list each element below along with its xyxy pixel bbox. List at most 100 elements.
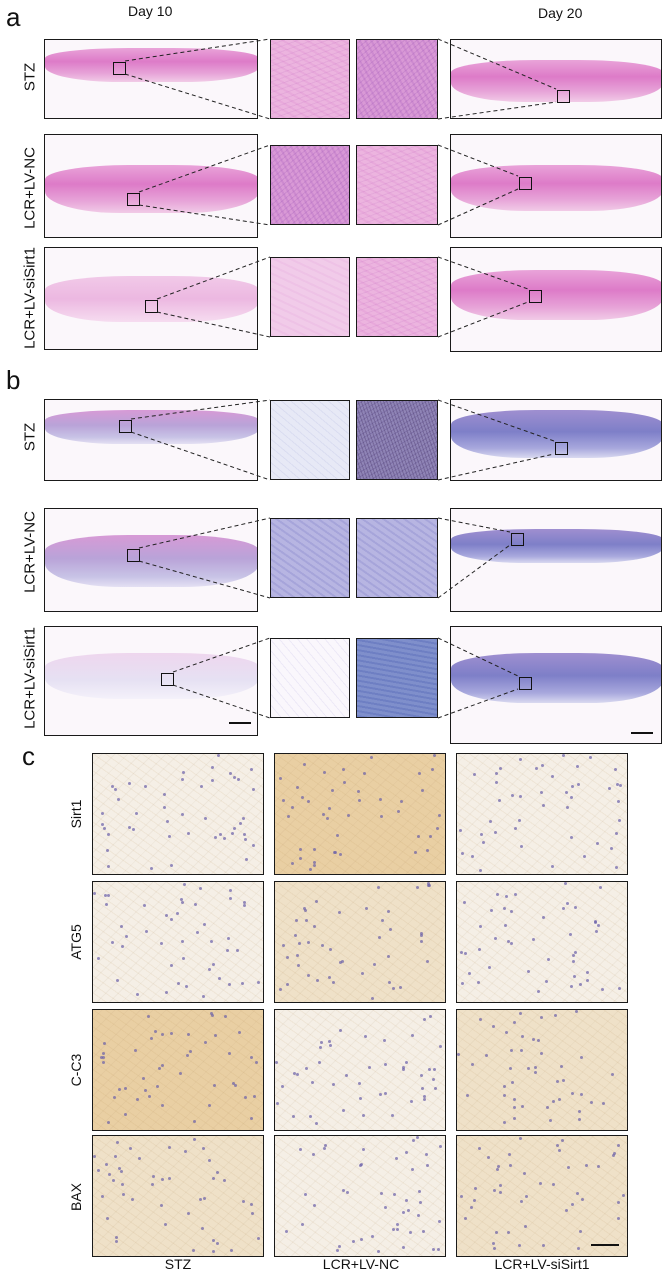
nucleus-dot	[192, 1120, 196, 1124]
nucleus-dot	[243, 833, 247, 837]
nucleus-dot	[180, 940, 184, 944]
nucleus-dot	[438, 813, 442, 817]
nucleus-dot	[492, 1247, 496, 1251]
nucleus-dot	[93, 1154, 97, 1158]
nucleus-dot	[187, 1212, 191, 1216]
nucleus-dot	[496, 1165, 500, 1169]
nucleus-dot	[596, 923, 600, 927]
nucleus-dot	[332, 1082, 336, 1086]
nucleus-dot	[217, 976, 221, 980]
nucleus-dot	[503, 907, 507, 911]
nucleus-dot	[332, 980, 336, 984]
nucleus-dot	[162, 805, 166, 809]
nucleus-dot	[621, 1193, 625, 1197]
nucleus-dot	[163, 1223, 167, 1227]
nucleus-dot	[418, 771, 422, 775]
nucleus-dot	[540, 1015, 544, 1019]
nucleus-dot	[244, 1096, 248, 1100]
nucleus-dot	[118, 1167, 122, 1171]
nucleus-dot	[478, 948, 482, 952]
nucleus-dot	[222, 836, 226, 840]
nucleus-dot	[213, 1083, 217, 1087]
nucleus-dot	[184, 1150, 188, 1154]
nucleus-dot	[236, 948, 240, 952]
nucleus-dot	[552, 1183, 556, 1187]
nucleus-dot	[462, 901, 466, 905]
nucleus-dot	[479, 924, 483, 928]
nucleus-dot	[382, 1039, 386, 1043]
nucleus-dot	[378, 797, 382, 801]
nucleus-dot	[578, 1109, 582, 1113]
nucleus-dot	[121, 944, 125, 948]
nucleus-dot	[93, 892, 97, 896]
nucleus-dot	[601, 987, 605, 991]
nucleus-dot	[579, 1092, 583, 1096]
nucleus-dot	[141, 1076, 145, 1080]
nucleus-dot	[303, 1193, 307, 1197]
nucleus-dot	[335, 1249, 339, 1253]
nucleus-dot	[238, 822, 242, 826]
nucleus-dot	[574, 1010, 578, 1014]
nucleus-dot	[514, 892, 518, 896]
nucleus-dot	[510, 1049, 514, 1053]
nucleus-dot	[332, 850, 336, 854]
nucleus-dot	[243, 837, 247, 841]
nucleus-dot	[572, 975, 576, 979]
nucleus-dot	[167, 1176, 171, 1180]
row-label-sirt1: Sirt1	[68, 799, 84, 829]
nucleus-dot	[412, 1138, 416, 1142]
nucleus-dot	[564, 1208, 568, 1212]
nucleus-dot	[427, 883, 431, 887]
nucleus-dot	[463, 1216, 467, 1220]
nucleus-dot	[182, 882, 186, 886]
nucleus-dot	[297, 942, 301, 946]
nucleus-dot	[180, 812, 184, 816]
nucleus-dot	[99, 1055, 103, 1059]
nucleus-dot	[312, 860, 316, 864]
ihc-atg5-lcr-sisirt1	[456, 881, 628, 1003]
nucleus-dot	[491, 1242, 495, 1246]
nucleus-dot	[477, 1146, 481, 1150]
nucleus-dot	[323, 770, 327, 774]
nucleus-dot	[477, 981, 481, 985]
nucleus-dot	[419, 1201, 423, 1205]
ihc-sirt1-lcr-nc	[274, 753, 446, 875]
nucleus-dot	[167, 1146, 171, 1150]
nucleus-dot	[228, 771, 232, 775]
nucleus-dot	[151, 1183, 155, 1187]
nucleus-dot	[520, 1048, 524, 1052]
nucleus-dot	[115, 1239, 119, 1243]
nucleus-dot	[422, 1098, 426, 1102]
roi-box	[113, 62, 126, 75]
nucleus-dot	[138, 1157, 142, 1161]
panel-label-c: c	[22, 741, 35, 771]
nucleus-dot	[128, 825, 132, 829]
mt-lcr-nc-zoom-day20	[356, 518, 438, 598]
nucleus-dot	[198, 887, 202, 891]
nucleus-dot	[614, 831, 618, 835]
nucleus-dot	[519, 757, 523, 761]
nucleus-dot	[420, 1074, 424, 1078]
nucleus-dot	[122, 1193, 126, 1197]
ihc-sirt1-stz	[92, 753, 264, 875]
nucleus-dot	[180, 901, 184, 905]
nucleus-dot	[512, 1106, 516, 1110]
nucleus-dot	[216, 754, 220, 758]
nucleus-dot	[281, 943, 285, 947]
nucleus-dot	[589, 755, 593, 759]
day10-label: Day 10	[128, 3, 173, 19]
nucleus-dot	[361, 972, 365, 976]
nucleus-dot	[436, 826, 440, 830]
nucleus-dot	[426, 960, 430, 964]
roi-box	[161, 673, 174, 686]
roi-box	[519, 677, 532, 690]
nucleus-dot	[535, 767, 539, 770]
roi-box	[519, 177, 532, 190]
nucleus-dot	[414, 851, 418, 855]
nucleus-dot	[571, 1092, 575, 1096]
nucleus-dot	[376, 1250, 380, 1254]
nucleus-dot	[503, 924, 507, 928]
nucleus-dot	[193, 903, 197, 907]
nucleus-dot	[569, 835, 573, 839]
nucleus-dot	[160, 1063, 164, 1067]
